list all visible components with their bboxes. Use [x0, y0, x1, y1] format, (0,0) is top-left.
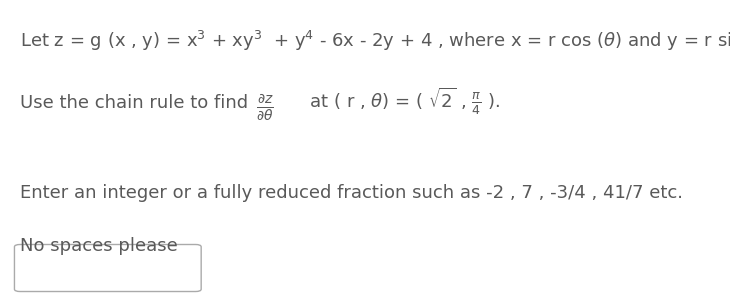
FancyBboxPatch shape: [15, 244, 201, 291]
Text: No spaces please: No spaces please: [20, 237, 178, 254]
Text: $\frac{\partial z}{\partial \theta}$: $\frac{\partial z}{\partial \theta}$: [255, 92, 273, 122]
Text: Let z = g (x , y) = x$^3$ + xy$^3$  + y$^4$ - 6x - 2y + 4 , where x = r cos ($\t: Let z = g (x , y) = x$^3$ + xy$^3$ + y$^…: [20, 29, 730, 53]
Text: at ( r , $\theta$) = ( $\sqrt{2}$ , $\frac{\pi}{4}$ ).: at ( r , $\theta$) = ( $\sqrt{2}$ , $\fr…: [304, 86, 501, 117]
Text: Use the chain rule to find: Use the chain rule to find: [20, 94, 254, 112]
Text: Enter an integer or a fully reduced fraction such as -2 , 7 , -3/4 , 41/7 etc.: Enter an integer or a fully reduced frac…: [20, 184, 683, 202]
